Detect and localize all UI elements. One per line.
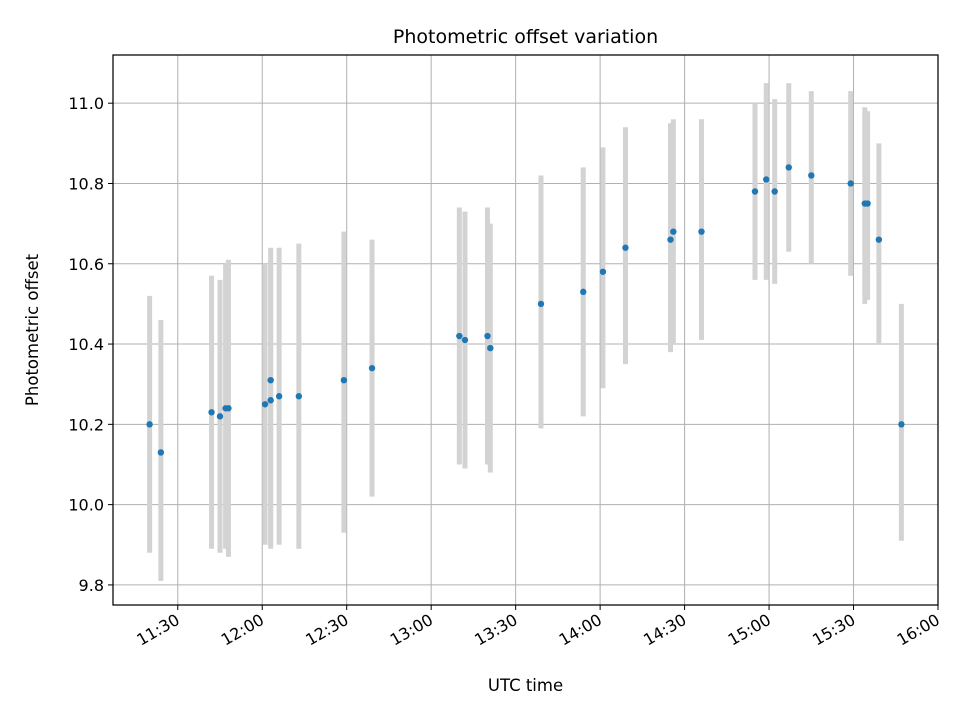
y-tick-label: 10.0 xyxy=(68,496,104,515)
x-axis-label: UTC time xyxy=(488,676,563,695)
data-point xyxy=(771,188,778,195)
data-point xyxy=(898,421,905,428)
data-point xyxy=(622,244,629,251)
data-point xyxy=(456,332,463,340)
data-point xyxy=(340,376,348,384)
data-point xyxy=(487,344,494,352)
data-point xyxy=(667,236,674,243)
y-axis-label: Photometric offset xyxy=(23,253,42,406)
data-point xyxy=(698,228,705,235)
plot-frame xyxy=(112,54,939,606)
y-tick-label: 9.8 xyxy=(79,576,104,595)
data-point xyxy=(763,176,770,183)
y-tick-label: 10.6 xyxy=(68,255,104,274)
data-point xyxy=(751,188,759,195)
data-point xyxy=(537,300,545,308)
data-point xyxy=(267,397,274,404)
data-point xyxy=(225,405,232,412)
data-point xyxy=(216,413,224,420)
y-tick-label: 10.4 xyxy=(68,335,104,354)
data-point xyxy=(875,236,883,243)
data-point xyxy=(864,200,871,207)
data-point xyxy=(157,449,165,456)
data-point xyxy=(275,393,283,400)
data-point xyxy=(484,332,491,340)
y-tick-label: 10.8 xyxy=(68,174,104,193)
data-point xyxy=(808,172,815,179)
data-point xyxy=(461,336,469,344)
data-point xyxy=(670,228,677,235)
y-tick-label: 11.0 xyxy=(68,94,104,113)
data-point xyxy=(599,268,607,275)
grid xyxy=(113,55,939,605)
data-point xyxy=(146,421,153,428)
chart-title: Photometric offset variation xyxy=(393,26,658,48)
data-point xyxy=(580,288,587,296)
data-point xyxy=(261,401,269,408)
y-tick-label: 10.2 xyxy=(68,415,104,434)
data-point xyxy=(267,376,274,384)
data-point xyxy=(208,409,215,416)
data-point xyxy=(368,364,376,372)
data-point xyxy=(847,180,854,187)
data-point xyxy=(785,164,792,171)
data-points xyxy=(146,164,905,456)
data-point xyxy=(295,393,303,400)
